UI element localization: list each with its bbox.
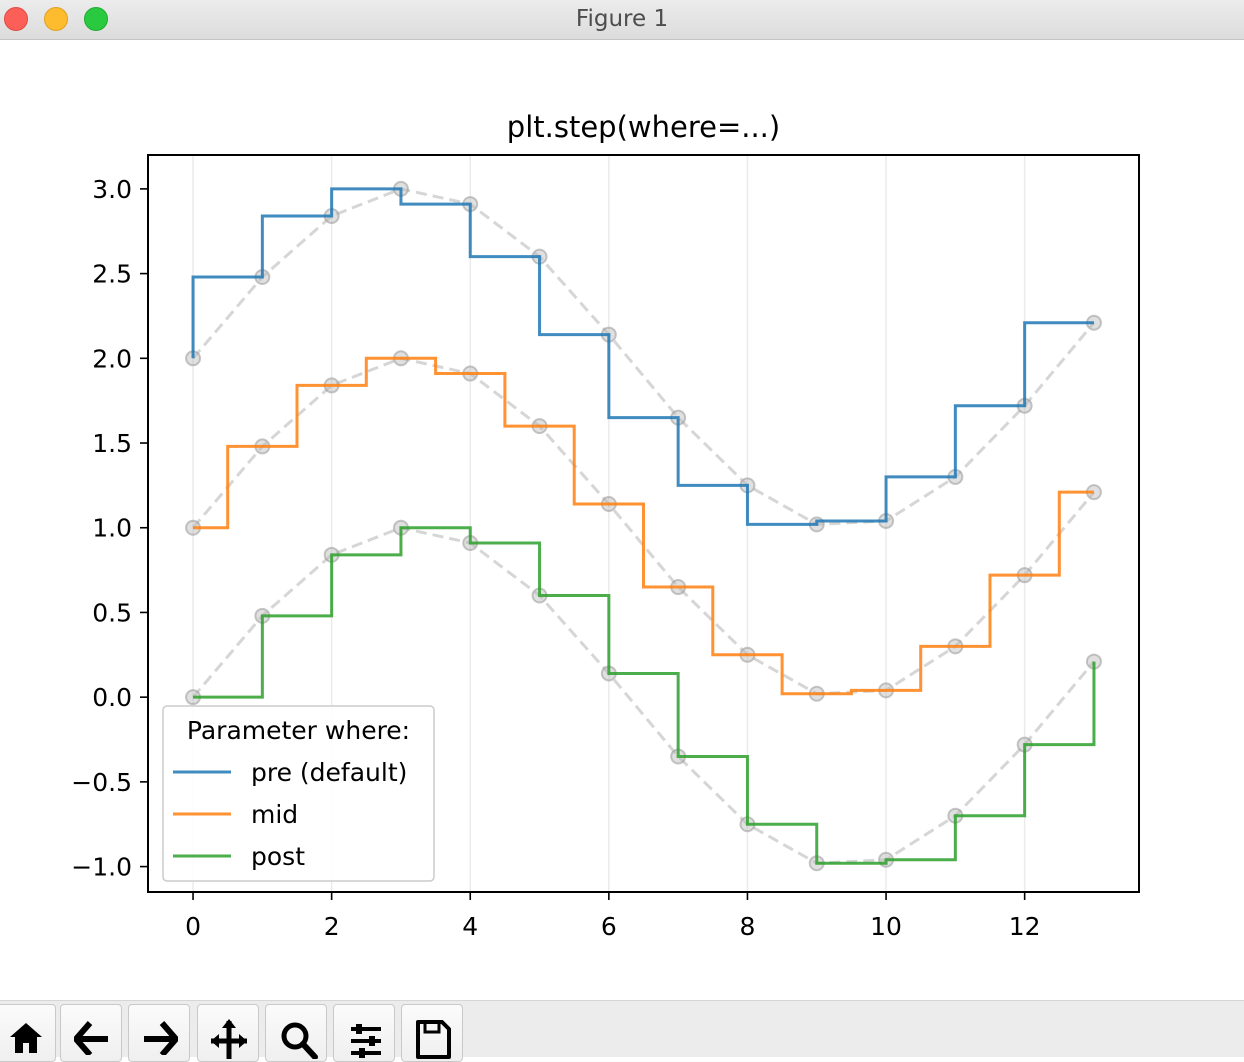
y-tick-label-5: 1.5	[92, 429, 132, 458]
plot-area-frame	[147, 154, 1140, 893]
back-arrow-icon	[74, 1021, 108, 1055]
window-title: Figure 1	[575, 6, 669, 32]
close-window-button[interactable]	[4, 7, 28, 31]
configure-subplots-button[interactable]	[333, 1004, 395, 1062]
minimize-window-button[interactable]	[44, 7, 68, 31]
y-tick-label-3: 0.5	[92, 598, 132, 627]
x-tick-label-4: 8	[739, 912, 755, 941]
save-button[interactable]	[401, 1004, 463, 1062]
home-button[interactable]	[0, 1004, 56, 1062]
legend-title: Parameter where:	[187, 716, 410, 745]
y-tick-label-8: 3.0	[92, 175, 132, 204]
y-tick-label-7: 2.5	[92, 260, 132, 289]
x-tick-label-2: 4	[462, 912, 478, 941]
pan-icon	[211, 1019, 247, 1059]
zoom-button[interactable]	[265, 1004, 327, 1062]
y-tick-label-1: −0.5	[71, 768, 132, 797]
window-titlebar: Figure 1	[0, 0, 1244, 40]
step-line-pre	[191, 187, 1094, 526]
configure-subplots-icon	[351, 1024, 381, 1058]
reference-line-pre	[191, 187, 1096, 526]
y-tick-label-0: −1.0	[71, 853, 132, 882]
forward-arrow-icon	[144, 1021, 178, 1055]
x-tick-label-3: 6	[601, 912, 617, 941]
zoom-icon	[281, 1022, 318, 1059]
y-tick-label-2: 0.0	[92, 683, 132, 712]
legend-label-mid: mid	[251, 800, 298, 829]
chart-legend: Parameter where: pre (default) mid post	[162, 705, 435, 882]
legend-box	[162, 705, 435, 882]
legend-label-pre: pre (default)	[251, 758, 407, 787]
step-line-mid	[193, 356, 1094, 696]
back-button[interactable]	[60, 1004, 122, 1062]
reference-line-mid	[191, 356, 1096, 696]
forward-button[interactable]	[128, 1004, 190, 1062]
save-icon	[416, 1020, 451, 1059]
reference-line-post	[191, 526, 1096, 865]
x-tick-label-6: 12	[1009, 912, 1041, 941]
step-line-post	[193, 526, 1096, 865]
x-tick-label-0: 0	[185, 912, 201, 941]
navigation-toolbar	[0, 1000, 1244, 1062]
chart-figure: plt.step(where=...) 0 2 4 6 8 10 12 −1.0 −0.5 0.0 0…	[71, 110, 1140, 941]
x-tick-label-1: 2	[324, 912, 340, 941]
x-tick-label-5: 10	[870, 912, 902, 941]
y-tick-label-6: 2.0	[92, 344, 132, 373]
home-icon	[10, 1023, 42, 1053]
maximize-window-button[interactable]	[84, 7, 108, 31]
pan-button[interactable]	[197, 1004, 259, 1062]
chart-title: plt.step(where=...)	[507, 110, 780, 144]
legend-label-post: post	[251, 842, 305, 871]
y-tick-label-4: 1.0	[92, 514, 132, 543]
